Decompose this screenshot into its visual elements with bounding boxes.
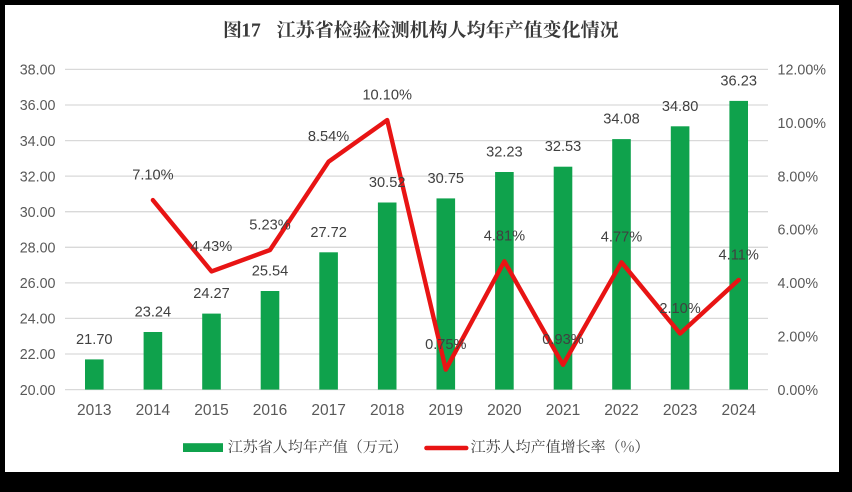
svg-text:4.11%: 4.11% bbox=[719, 247, 759, 263]
svg-text:2018: 2018 bbox=[370, 402, 404, 419]
svg-text:2021: 2021 bbox=[546, 402, 580, 419]
svg-text:17: 17 bbox=[241, 20, 261, 41]
svg-text:0.93%: 0.93% bbox=[542, 332, 583, 348]
svg-text:30.52: 30.52 bbox=[369, 175, 406, 191]
svg-text:20.00: 20.00 bbox=[20, 383, 56, 399]
svg-text:2020: 2020 bbox=[487, 402, 522, 419]
svg-text:2023: 2023 bbox=[663, 402, 697, 419]
svg-text:25.54: 25.54 bbox=[252, 264, 289, 280]
svg-text:23.24: 23.24 bbox=[135, 305, 172, 321]
svg-text:2014: 2014 bbox=[136, 402, 171, 419]
svg-text:2015: 2015 bbox=[194, 402, 228, 419]
svg-text:22.00: 22.00 bbox=[20, 347, 56, 363]
svg-text:2013: 2013 bbox=[77, 402, 111, 419]
svg-text:8.00%: 8.00% bbox=[778, 169, 819, 185]
svg-text:12.00%: 12.00% bbox=[778, 63, 827, 79]
svg-text:0.75%: 0.75% bbox=[425, 337, 466, 353]
svg-text:24.27: 24.27 bbox=[193, 286, 230, 302]
svg-text:32.53: 32.53 bbox=[545, 139, 582, 155]
svg-text:10.10%: 10.10% bbox=[362, 88, 412, 104]
svg-text:2024: 2024 bbox=[721, 402, 756, 419]
svg-text:21.70: 21.70 bbox=[76, 332, 113, 348]
svg-text:10.00%: 10.00% bbox=[778, 116, 827, 132]
svg-text:2017: 2017 bbox=[311, 402, 345, 419]
svg-text:32.00: 32.00 bbox=[20, 169, 56, 185]
svg-text:28.00: 28.00 bbox=[20, 241, 56, 257]
svg-text:36.00: 36.00 bbox=[20, 98, 56, 114]
svg-text:34.00: 34.00 bbox=[20, 134, 56, 150]
svg-text:2019: 2019 bbox=[429, 402, 463, 419]
svg-text:36.23: 36.23 bbox=[720, 73, 757, 89]
svg-text:26.00: 26.00 bbox=[20, 276, 56, 292]
svg-text:30.00: 30.00 bbox=[20, 205, 56, 221]
svg-text:27.72: 27.72 bbox=[310, 225, 347, 241]
svg-text:5.23%: 5.23% bbox=[249, 217, 290, 233]
svg-text:32.23: 32.23 bbox=[486, 145, 523, 161]
svg-text:7.10%: 7.10% bbox=[132, 168, 173, 184]
svg-text:2016: 2016 bbox=[253, 402, 287, 419]
svg-text:4.77%: 4.77% bbox=[601, 230, 642, 246]
svg-text:6.00%: 6.00% bbox=[778, 223, 819, 239]
svg-text:2.10%: 2.10% bbox=[659, 301, 700, 317]
svg-text:4.00%: 4.00% bbox=[778, 276, 819, 292]
svg-text:4.43%: 4.43% bbox=[191, 239, 232, 255]
svg-text:34.08: 34.08 bbox=[603, 112, 640, 128]
svg-text:2.00%: 2.00% bbox=[778, 329, 819, 345]
svg-text:30.75: 30.75 bbox=[428, 171, 465, 187]
svg-text:38.00: 38.00 bbox=[20, 63, 56, 79]
svg-text:0.00%: 0.00% bbox=[778, 383, 819, 399]
svg-text:34.80: 34.80 bbox=[662, 99, 699, 115]
svg-text:2022: 2022 bbox=[604, 402, 638, 419]
svg-text:8.54%: 8.54% bbox=[308, 129, 349, 145]
svg-text:4.81%: 4.81% bbox=[484, 229, 525, 245]
svg-text:24.00: 24.00 bbox=[20, 312, 56, 328]
